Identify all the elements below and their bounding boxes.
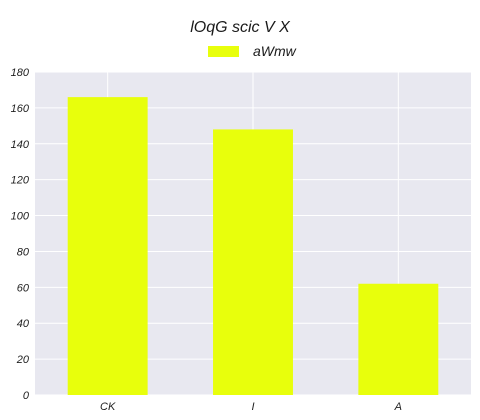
y-tick-label: 20 xyxy=(16,354,30,366)
y-tick-label: 180 xyxy=(11,67,30,79)
y-tick-label: 80 xyxy=(17,246,30,258)
y-tick-label: 140 xyxy=(11,139,30,151)
legend: aWmw xyxy=(208,42,296,60)
x-tick-label: I xyxy=(251,401,254,413)
legend-swatch xyxy=(208,45,239,57)
bar-ck xyxy=(67,97,148,395)
y-tick-label: 160 xyxy=(11,103,30,115)
x-tick-label: CK xyxy=(100,401,116,413)
y-tick-label: 0 xyxy=(23,390,30,402)
x-tick-label: A xyxy=(394,401,402,413)
chart-title: lOqG scic V X xyxy=(190,19,290,36)
y-tick-label: 60 xyxy=(17,282,30,294)
y-tick-label: 120 xyxy=(11,175,30,187)
y-tick-label: 40 xyxy=(17,318,30,330)
legend-label: aWmw xyxy=(253,43,296,59)
bar-a xyxy=(358,283,439,395)
bar-i xyxy=(213,129,293,395)
y-tick-label: 100 xyxy=(11,211,30,223)
